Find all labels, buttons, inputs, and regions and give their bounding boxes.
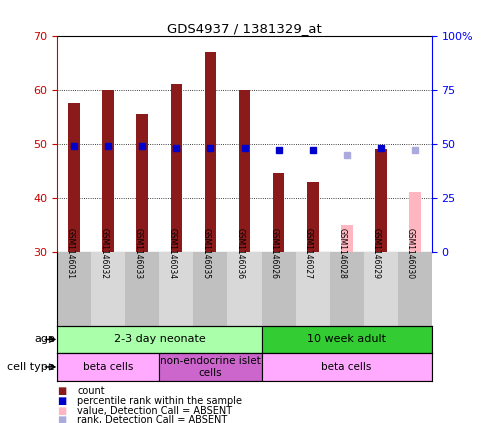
Text: 2-3 day neonate: 2-3 day neonate bbox=[114, 335, 205, 344]
Text: GSM1146033: GSM1146033 bbox=[133, 228, 142, 280]
Bar bbox=[329, 252, 364, 326]
Bar bbox=[160, 353, 261, 381]
Bar bbox=[375, 149, 387, 252]
Text: GSM1146036: GSM1146036 bbox=[236, 228, 245, 280]
Text: 10 week adult: 10 week adult bbox=[307, 335, 386, 344]
Bar bbox=[194, 252, 228, 326]
Text: GSM1146030: GSM1146030 bbox=[406, 228, 415, 280]
Bar bbox=[91, 252, 125, 326]
Text: GSM1146027: GSM1146027 bbox=[303, 228, 312, 280]
Bar bbox=[261, 252, 295, 326]
Text: non-endocrine islet
cells: non-endocrine islet cells bbox=[160, 356, 261, 378]
Bar bbox=[295, 252, 329, 326]
Text: beta cells: beta cells bbox=[321, 362, 372, 372]
Bar bbox=[341, 225, 352, 252]
Bar bbox=[398, 252, 432, 326]
Text: GSM1146034: GSM1146034 bbox=[168, 228, 177, 280]
Text: ■: ■ bbox=[57, 415, 67, 423]
Text: count: count bbox=[77, 386, 105, 396]
Bar bbox=[57, 252, 91, 326]
Text: GSM1146029: GSM1146029 bbox=[372, 228, 381, 280]
Text: ■: ■ bbox=[57, 396, 67, 406]
Bar bbox=[306, 181, 318, 252]
Text: cell type: cell type bbox=[7, 362, 55, 372]
Text: ■: ■ bbox=[57, 386, 67, 396]
Bar bbox=[364, 252, 398, 326]
Text: value, Detection Call = ABSENT: value, Detection Call = ABSENT bbox=[77, 406, 233, 416]
Bar bbox=[205, 52, 217, 252]
Bar bbox=[239, 90, 250, 252]
Bar bbox=[57, 326, 261, 353]
Bar bbox=[102, 90, 114, 252]
Text: GSM1146026: GSM1146026 bbox=[269, 228, 278, 280]
Text: ■: ■ bbox=[57, 406, 67, 416]
Bar bbox=[171, 85, 183, 252]
Bar bbox=[228, 252, 261, 326]
Bar bbox=[272, 173, 284, 252]
Bar bbox=[125, 252, 160, 326]
Text: GSM1146028: GSM1146028 bbox=[338, 228, 347, 279]
Bar bbox=[137, 114, 148, 252]
Bar bbox=[68, 103, 80, 252]
Bar bbox=[57, 353, 160, 381]
Text: GSM1146032: GSM1146032 bbox=[99, 228, 108, 280]
Bar bbox=[409, 192, 421, 252]
Title: GDS4937 / 1381329_at: GDS4937 / 1381329_at bbox=[167, 22, 322, 35]
Text: GSM1146035: GSM1146035 bbox=[202, 228, 211, 280]
Text: rank, Detection Call = ABSENT: rank, Detection Call = ABSENT bbox=[77, 415, 228, 423]
Bar bbox=[160, 252, 194, 326]
Bar bbox=[261, 353, 432, 381]
Text: GSM1146031: GSM1146031 bbox=[65, 228, 74, 280]
Bar bbox=[261, 326, 432, 353]
Text: percentile rank within the sample: percentile rank within the sample bbox=[77, 396, 243, 406]
Text: beta cells: beta cells bbox=[83, 362, 134, 372]
Text: age: age bbox=[34, 335, 55, 344]
